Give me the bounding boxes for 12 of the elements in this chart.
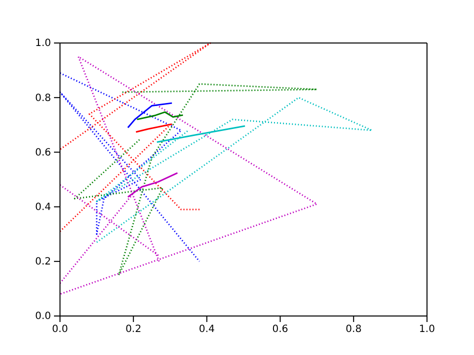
x-tick-label: 1.0 (419, 324, 435, 336)
y-tick-label: 0.2 (35, 256, 51, 268)
y-tick-label: 0.4 (35, 202, 51, 213)
y-tick-label: 0.8 (35, 92, 51, 104)
x-tick-label: 0.6 (272, 324, 288, 336)
y-tick-label: 0.0 (35, 311, 51, 322)
x-tick-label: 0.2 (125, 324, 142, 336)
x-tick-label: 0.0 (52, 324, 68, 336)
y-tick-label: 0.6 (35, 147, 51, 158)
x-tick-label: 0.8 (346, 324, 362, 336)
x-tick-label: 0.4 (198, 324, 215, 336)
y-tick-label: 1.0 (35, 38, 51, 50)
